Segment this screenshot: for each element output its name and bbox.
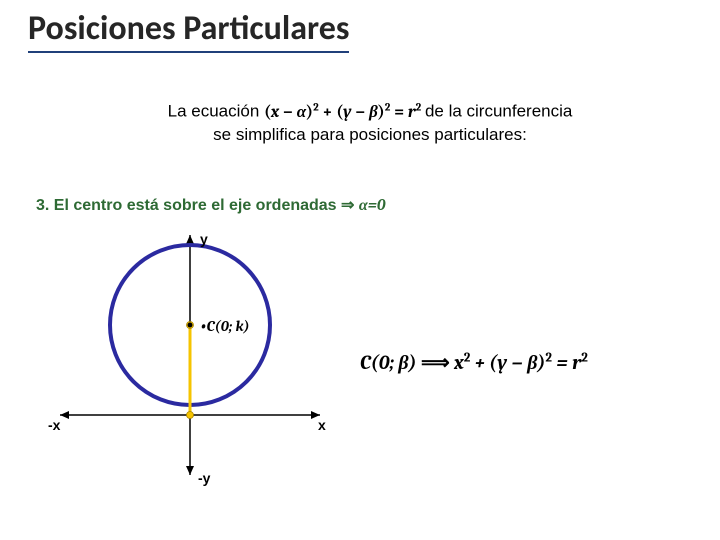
formula-arrow: ⟹ (421, 351, 450, 374)
formula-eq: x2 + (y − β)2 = r2 (454, 351, 588, 374)
case-arrow: ⇒ (341, 197, 354, 214)
center-label: •C(0; k) (200, 317, 250, 335)
case-number: 3. (36, 197, 49, 214)
page-title: Posiciones Particulares (28, 8, 349, 53)
intro-prefix: La ecuación (168, 102, 260, 121)
intro-equation: (x − α)2 + (y − β)2 = r2 (264, 103, 425, 122)
slide: Posiciones Particulares La ecuación (x −… (0, 0, 720, 540)
case-3-line: 3. El centro está sobre el eje ordenadas… (36, 195, 386, 215)
intro-text: La ecuación (x − α)2 + (y − β)2 = r2 de … (90, 100, 650, 146)
diagram: y x -x -y •C(0; k) (40, 225, 340, 485)
case-condition: α=0 (359, 196, 386, 214)
axis-label-nx: -x (48, 417, 60, 433)
diagram-svg (40, 225, 340, 485)
axis-label-x: x (318, 417, 326, 433)
axis-label-ny: -y (198, 470, 210, 486)
formula-center: C(0; β) (360, 351, 417, 374)
intro-suffix: de la circunferencia (425, 102, 572, 121)
result-formula: C(0; β) ⟹ x2 + (y − β)2 = r2 (360, 350, 588, 375)
case-text: El centro está sobre el eje ordenadas (54, 197, 337, 214)
intro-line2: se simplifica para posiciones particular… (213, 125, 527, 144)
axis-label-y: y (200, 231, 208, 247)
